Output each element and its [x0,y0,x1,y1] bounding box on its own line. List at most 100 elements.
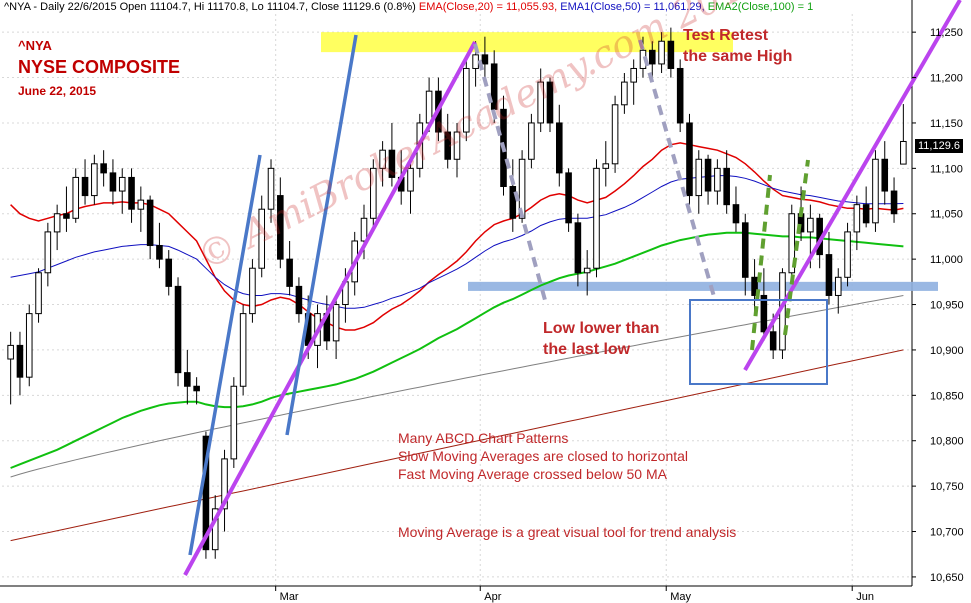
y-tick-label: 10,800 [930,436,964,448]
y-tick-label: 11,250 [930,27,963,39]
y-tick-label: 11,150 [930,118,963,130]
trendline-purple-2 [743,0,962,372]
candle-up [360,217,368,242]
annotation-low-lower: Low lower than the last low [543,318,659,360]
candle-down [555,122,563,174]
ma-slow-gray-line [10,295,904,478]
x-tick-label: May [670,591,691,603]
candle-up [25,313,33,378]
candle-down [174,285,182,374]
candle-down [769,331,777,351]
candle-up [714,167,721,192]
candle-up [695,158,703,197]
annotation-low-lower-line2: the last low [543,341,631,358]
candle-up [72,176,80,219]
chart-title: NYSE COMPOSITE [18,57,181,77]
candle-down [704,158,712,192]
candle-down [732,204,740,224]
candle-down [565,172,572,224]
candle-down [481,54,489,65]
candle-up [658,40,665,65]
candle-up [453,131,461,160]
y-tick-label: 11,050 [930,209,963,221]
candle-down [723,167,730,206]
candle-down [444,131,451,160]
candle-up [900,140,907,165]
candle-down [286,258,293,287]
y-tick-label: 10,950 [930,300,964,312]
abcd-dash-2 [638,39,717,301]
candle-down [751,276,758,296]
candle-down [156,245,163,260]
candle-down [277,195,284,260]
candle-down [686,122,693,197]
resistance-zone [321,32,733,53]
y-tick-label: 11,000 [930,254,963,266]
candle-up [91,163,98,197]
candle-down [193,385,200,392]
candle-down [760,294,768,333]
candle-down [100,163,107,174]
candle-down [509,186,517,219]
abcd-dash-1 [473,43,547,301]
candle-up [239,313,247,387]
chart-symbol: ^NYA [18,38,52,53]
symbol-info: ^NYA - Daily 22/6/2015 Open 11104.7, Hi … [4,1,416,13]
candle-up [44,231,52,274]
chart-title-block: ^NYA NYSE COMPOSITE June 22, 2015 [18,38,180,98]
candle-up [221,458,228,510]
candle-down [862,204,870,224]
candle-down [128,176,135,210]
candle-up [611,104,619,165]
candle-up [7,344,14,360]
highlight-box [689,299,828,385]
candle-up [630,67,637,83]
candle-up [844,231,851,278]
note-ma-tool: Moving Average is a great visual tool fo… [398,524,737,540]
candle-down [676,67,684,124]
candle-up [137,199,145,210]
y-tick-label: 10,700 [930,527,964,539]
candle-up [463,67,470,133]
ema100-line [10,231,904,469]
candle-up [621,81,628,106]
candle-up [379,149,386,169]
green-dash-1 [750,174,772,351]
candle-down [81,176,89,197]
candle-down [165,258,173,287]
chart-info-line: ^NYA - Daily 22/6/2015 Open 11104.7, Hi … [4,1,813,13]
y-tick-label: 10,850 [930,390,964,402]
candle-down [184,372,191,387]
candle-up [249,267,256,315]
trendline-blue-2 [285,34,358,436]
ema50-legend: EMA1(Close,50) = 11,061.29, [560,1,705,13]
candle-up [537,81,544,124]
candle-up [118,176,126,192]
candle-up [593,167,600,269]
candle-up [788,213,796,274]
candle-down [146,199,154,247]
x-tick-label: Apr [484,591,501,603]
annotation-test-retest: Test Retest the same High [683,25,792,67]
candle-down [202,435,210,551]
candle-up [853,204,861,233]
candle-up [258,208,266,269]
candle-down [16,344,24,378]
candle-down [825,254,833,296]
candle-up [602,163,610,169]
candle-up [807,217,814,233]
candle-up [834,276,842,296]
candle-up [407,167,414,192]
candle-up [472,54,479,69]
trendline-blue-1 [188,154,262,556]
candle-down [546,81,554,124]
candle-up [583,267,591,274]
candle-down [667,40,675,69]
note-abcd: Many ABCD Chart Patterns [398,430,569,446]
candle-up [528,122,535,160]
candle-up [53,213,61,233]
y-tick-label: 10,900 [930,345,964,357]
chart-date: June 22, 2015 [18,84,97,98]
